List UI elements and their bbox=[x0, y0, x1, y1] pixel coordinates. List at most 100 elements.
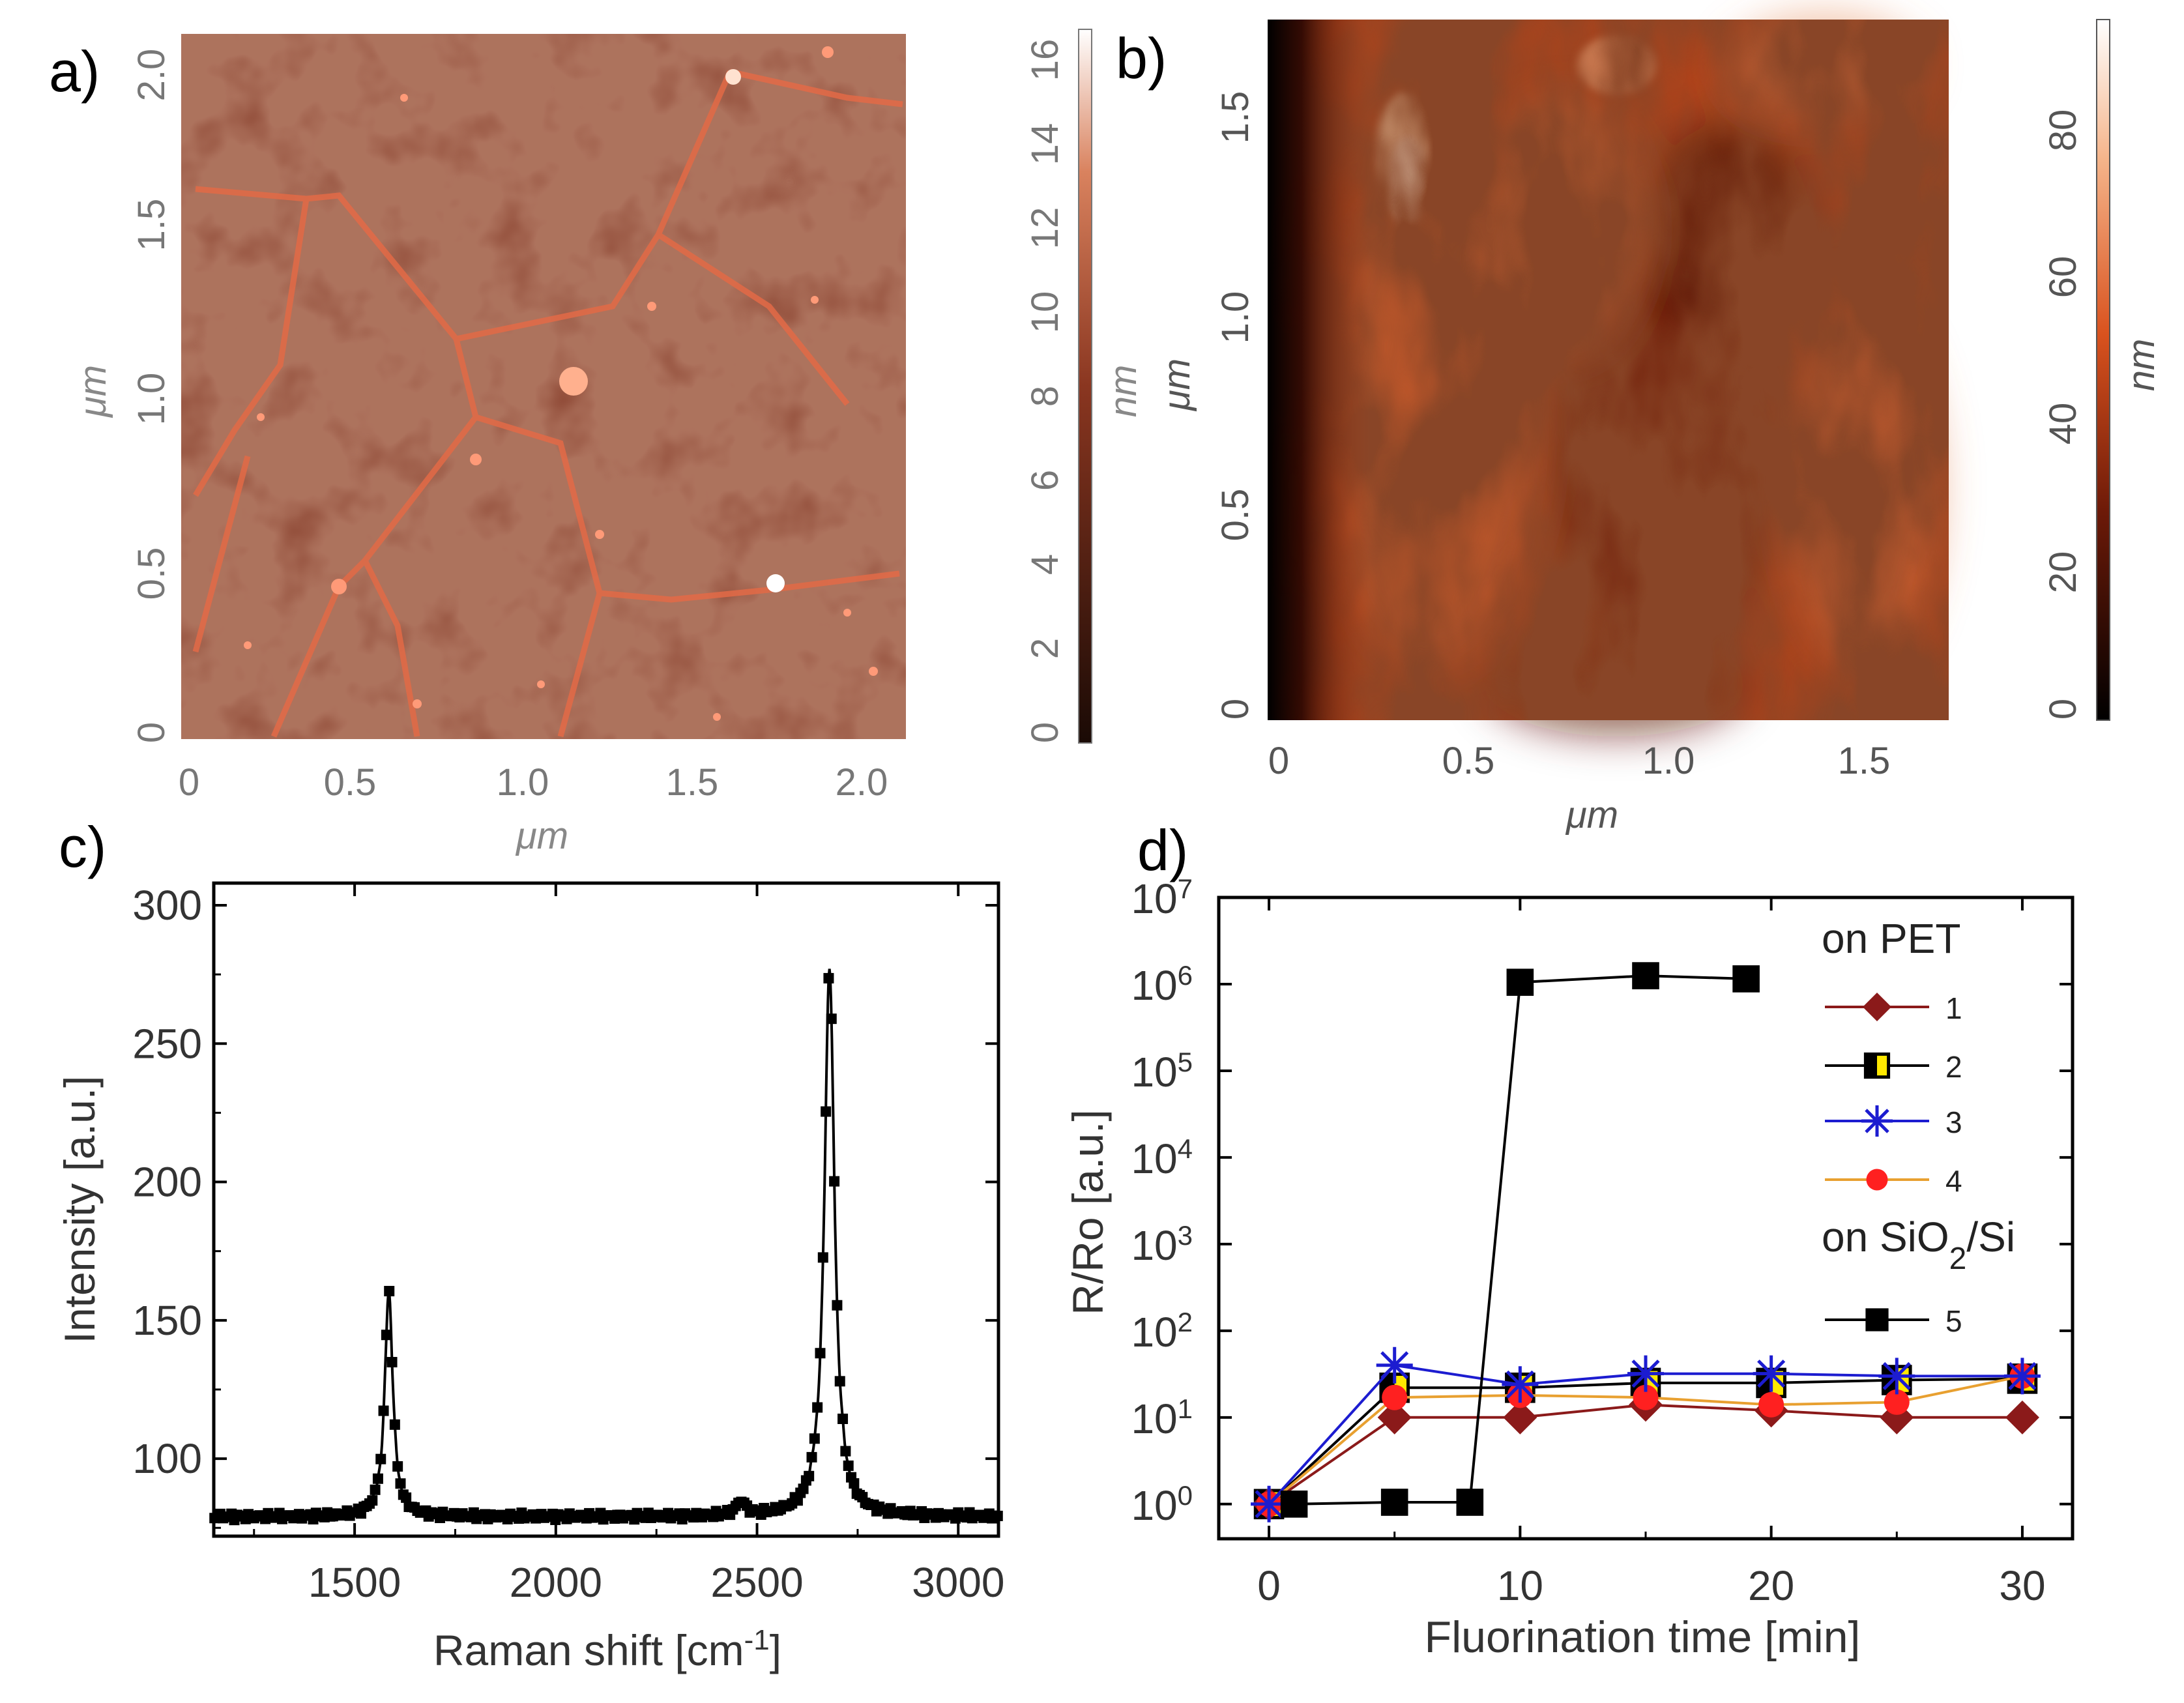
colorbar-label: nm bbox=[1102, 365, 1144, 418]
colorbar-tick: 0 bbox=[2042, 699, 2084, 720]
spectrum-point bbox=[840, 1446, 851, 1457]
y-tick: 1.0 bbox=[130, 373, 173, 426]
y-axis-label: μm bbox=[1156, 358, 1198, 412]
y-tick-label: 107 bbox=[1131, 873, 1193, 923]
panel-a: a) bbox=[49, 29, 1144, 857]
spectrum-point bbox=[826, 1013, 837, 1025]
spectrum-point bbox=[381, 1330, 392, 1341]
panel-a-label: a) bbox=[49, 39, 100, 104]
spectrum-point bbox=[837, 1413, 849, 1424]
data-point bbox=[1633, 1384, 1659, 1410]
legend-item-2: 2 bbox=[1825, 1050, 1962, 1084]
x-axis-label: Fluorination time [min] bbox=[1425, 1612, 1861, 1662]
data-point bbox=[1632, 962, 1659, 989]
panel-d-label: d) bbox=[1137, 818, 1188, 882]
spectrum-line bbox=[212, 968, 999, 1522]
legend-marker bbox=[1865, 1308, 1889, 1332]
y-tick: 2.0 bbox=[130, 49, 173, 102]
legend-label: 5 bbox=[1945, 1304, 1962, 1338]
spectrum-point bbox=[843, 1460, 854, 1471]
spectrum-point bbox=[849, 1478, 860, 1489]
spectrum-point bbox=[832, 1300, 843, 1311]
data-point bbox=[1758, 1391, 1784, 1418]
y-tick-label: 104 bbox=[1131, 1133, 1193, 1182]
colorbar-tick: 60 bbox=[2042, 256, 2084, 298]
data-point bbox=[1382, 1384, 1408, 1410]
panel-c: c) 1500 2000 2500 3000 100 150 200 250 3… bbox=[55, 815, 1004, 1674]
colorbar-tick: 14 bbox=[1024, 123, 1066, 166]
legend-marker bbox=[1861, 1105, 1893, 1137]
panel-b-x-axis: 0 0.5 1.0 1.5 μm bbox=[1268, 740, 1890, 836]
spectrum-point bbox=[395, 1478, 406, 1489]
x-tick-label: 20 bbox=[1748, 1562, 1794, 1609]
spectrum-point bbox=[392, 1461, 403, 1472]
data-point bbox=[2003, 1358, 2041, 1395]
x-tick-label: 1500 bbox=[308, 1559, 401, 1606]
y-tick: 0.5 bbox=[1214, 489, 1257, 542]
panel-d-legend: on PET on SiO2/Si 1 2 3 4 5 bbox=[1822, 915, 2015, 1338]
series-5 bbox=[1280, 962, 1760, 1518]
data-point bbox=[1732, 965, 1760, 993]
spectrum-point bbox=[817, 1252, 828, 1263]
panel-c-x-tick-labels: 1500 2000 2500 3000 bbox=[308, 1559, 1005, 1606]
legend-header-sio2: on SiO2/Si bbox=[1822, 1214, 2015, 1276]
panel-b-label: b) bbox=[1116, 26, 1167, 91]
spectrum-point bbox=[401, 1492, 412, 1503]
y-tick-label: 100 bbox=[132, 1435, 202, 1482]
legend-marker bbox=[1863, 993, 1891, 1021]
data-point bbox=[1884, 1389, 1910, 1415]
spectrum-point bbox=[992, 1510, 1003, 1521]
legend-marker bbox=[1866, 1169, 1888, 1191]
spectrum-point bbox=[378, 1405, 389, 1416]
panel-c-label: c) bbox=[59, 815, 106, 879]
spectrum-point bbox=[798, 1483, 809, 1494]
spectrum-point bbox=[821, 1106, 832, 1117]
y-tick: 1.5 bbox=[130, 199, 173, 252]
y-tick-label: 300 bbox=[132, 882, 202, 929]
data-point bbox=[1506, 968, 1534, 996]
panel-a-heatmap bbox=[181, 34, 906, 739]
data-point bbox=[1280, 1491, 1308, 1518]
spectrum-point bbox=[389, 1419, 400, 1430]
x-tick: 0 bbox=[1268, 740, 1289, 782]
data-point bbox=[1376, 1346, 1413, 1384]
data-point bbox=[1627, 1355, 1664, 1392]
x-tick: 0 bbox=[179, 761, 199, 804]
y-tick-label: 102 bbox=[1131, 1306, 1193, 1356]
data-point bbox=[1377, 1400, 1412, 1434]
data-point bbox=[1753, 1355, 1790, 1392]
x-tick-label: 10 bbox=[1497, 1562, 1543, 1609]
data-point bbox=[1878, 1358, 1915, 1395]
legend-item-4: 4 bbox=[1825, 1164, 1962, 1198]
panel-a-y-axis: 0 0.5 1.0 1.5 2.0 μm bbox=[72, 49, 173, 743]
panel-b-y-axis: 0 0.5 1.0 1.5 μm bbox=[1156, 91, 1257, 720]
spectrum-point bbox=[823, 972, 834, 983]
y-tick-label: 150 bbox=[132, 1297, 202, 1344]
x-tick-label: 3000 bbox=[912, 1559, 1004, 1606]
legend-item-1: 1 bbox=[1825, 991, 1962, 1025]
x-axis-label: μm bbox=[1565, 794, 1618, 836]
y-tick: 0.5 bbox=[130, 547, 173, 600]
y-axis-label: Intensity [a.u.] bbox=[55, 1076, 104, 1344]
data-point bbox=[1503, 1400, 1537, 1434]
legend-label: 3 bbox=[1945, 1105, 1962, 1139]
y-tick-label: 100 bbox=[1131, 1479, 1193, 1529]
panel-b-heatmap bbox=[1268, 13, 1949, 736]
panel-a-particles bbox=[244, 46, 878, 721]
colorbar-tick: 8 bbox=[1024, 386, 1066, 407]
spectrum-point bbox=[809, 1433, 820, 1444]
y-axis-label: R/Ro [a.u.] bbox=[1064, 1109, 1112, 1315]
colorbar-tick: 4 bbox=[1024, 554, 1066, 575]
data-point bbox=[1502, 1366, 1539, 1403]
y-tick-label: 250 bbox=[132, 1020, 202, 1067]
y-tick: 0 bbox=[1214, 699, 1257, 720]
spectrum-point bbox=[806, 1451, 817, 1463]
colorbar-tick: 12 bbox=[1024, 207, 1066, 250]
spectrum-point bbox=[804, 1470, 815, 1481]
legend-marker bbox=[1863, 1052, 1891, 1079]
panel-c-ticks bbox=[214, 883, 998, 1536]
y-tick-label: 103 bbox=[1131, 1219, 1193, 1269]
spectrum-point bbox=[812, 1402, 823, 1413]
panel-c-plot-frame bbox=[212, 881, 1000, 1538]
legend-label: 2 bbox=[1945, 1050, 1962, 1084]
